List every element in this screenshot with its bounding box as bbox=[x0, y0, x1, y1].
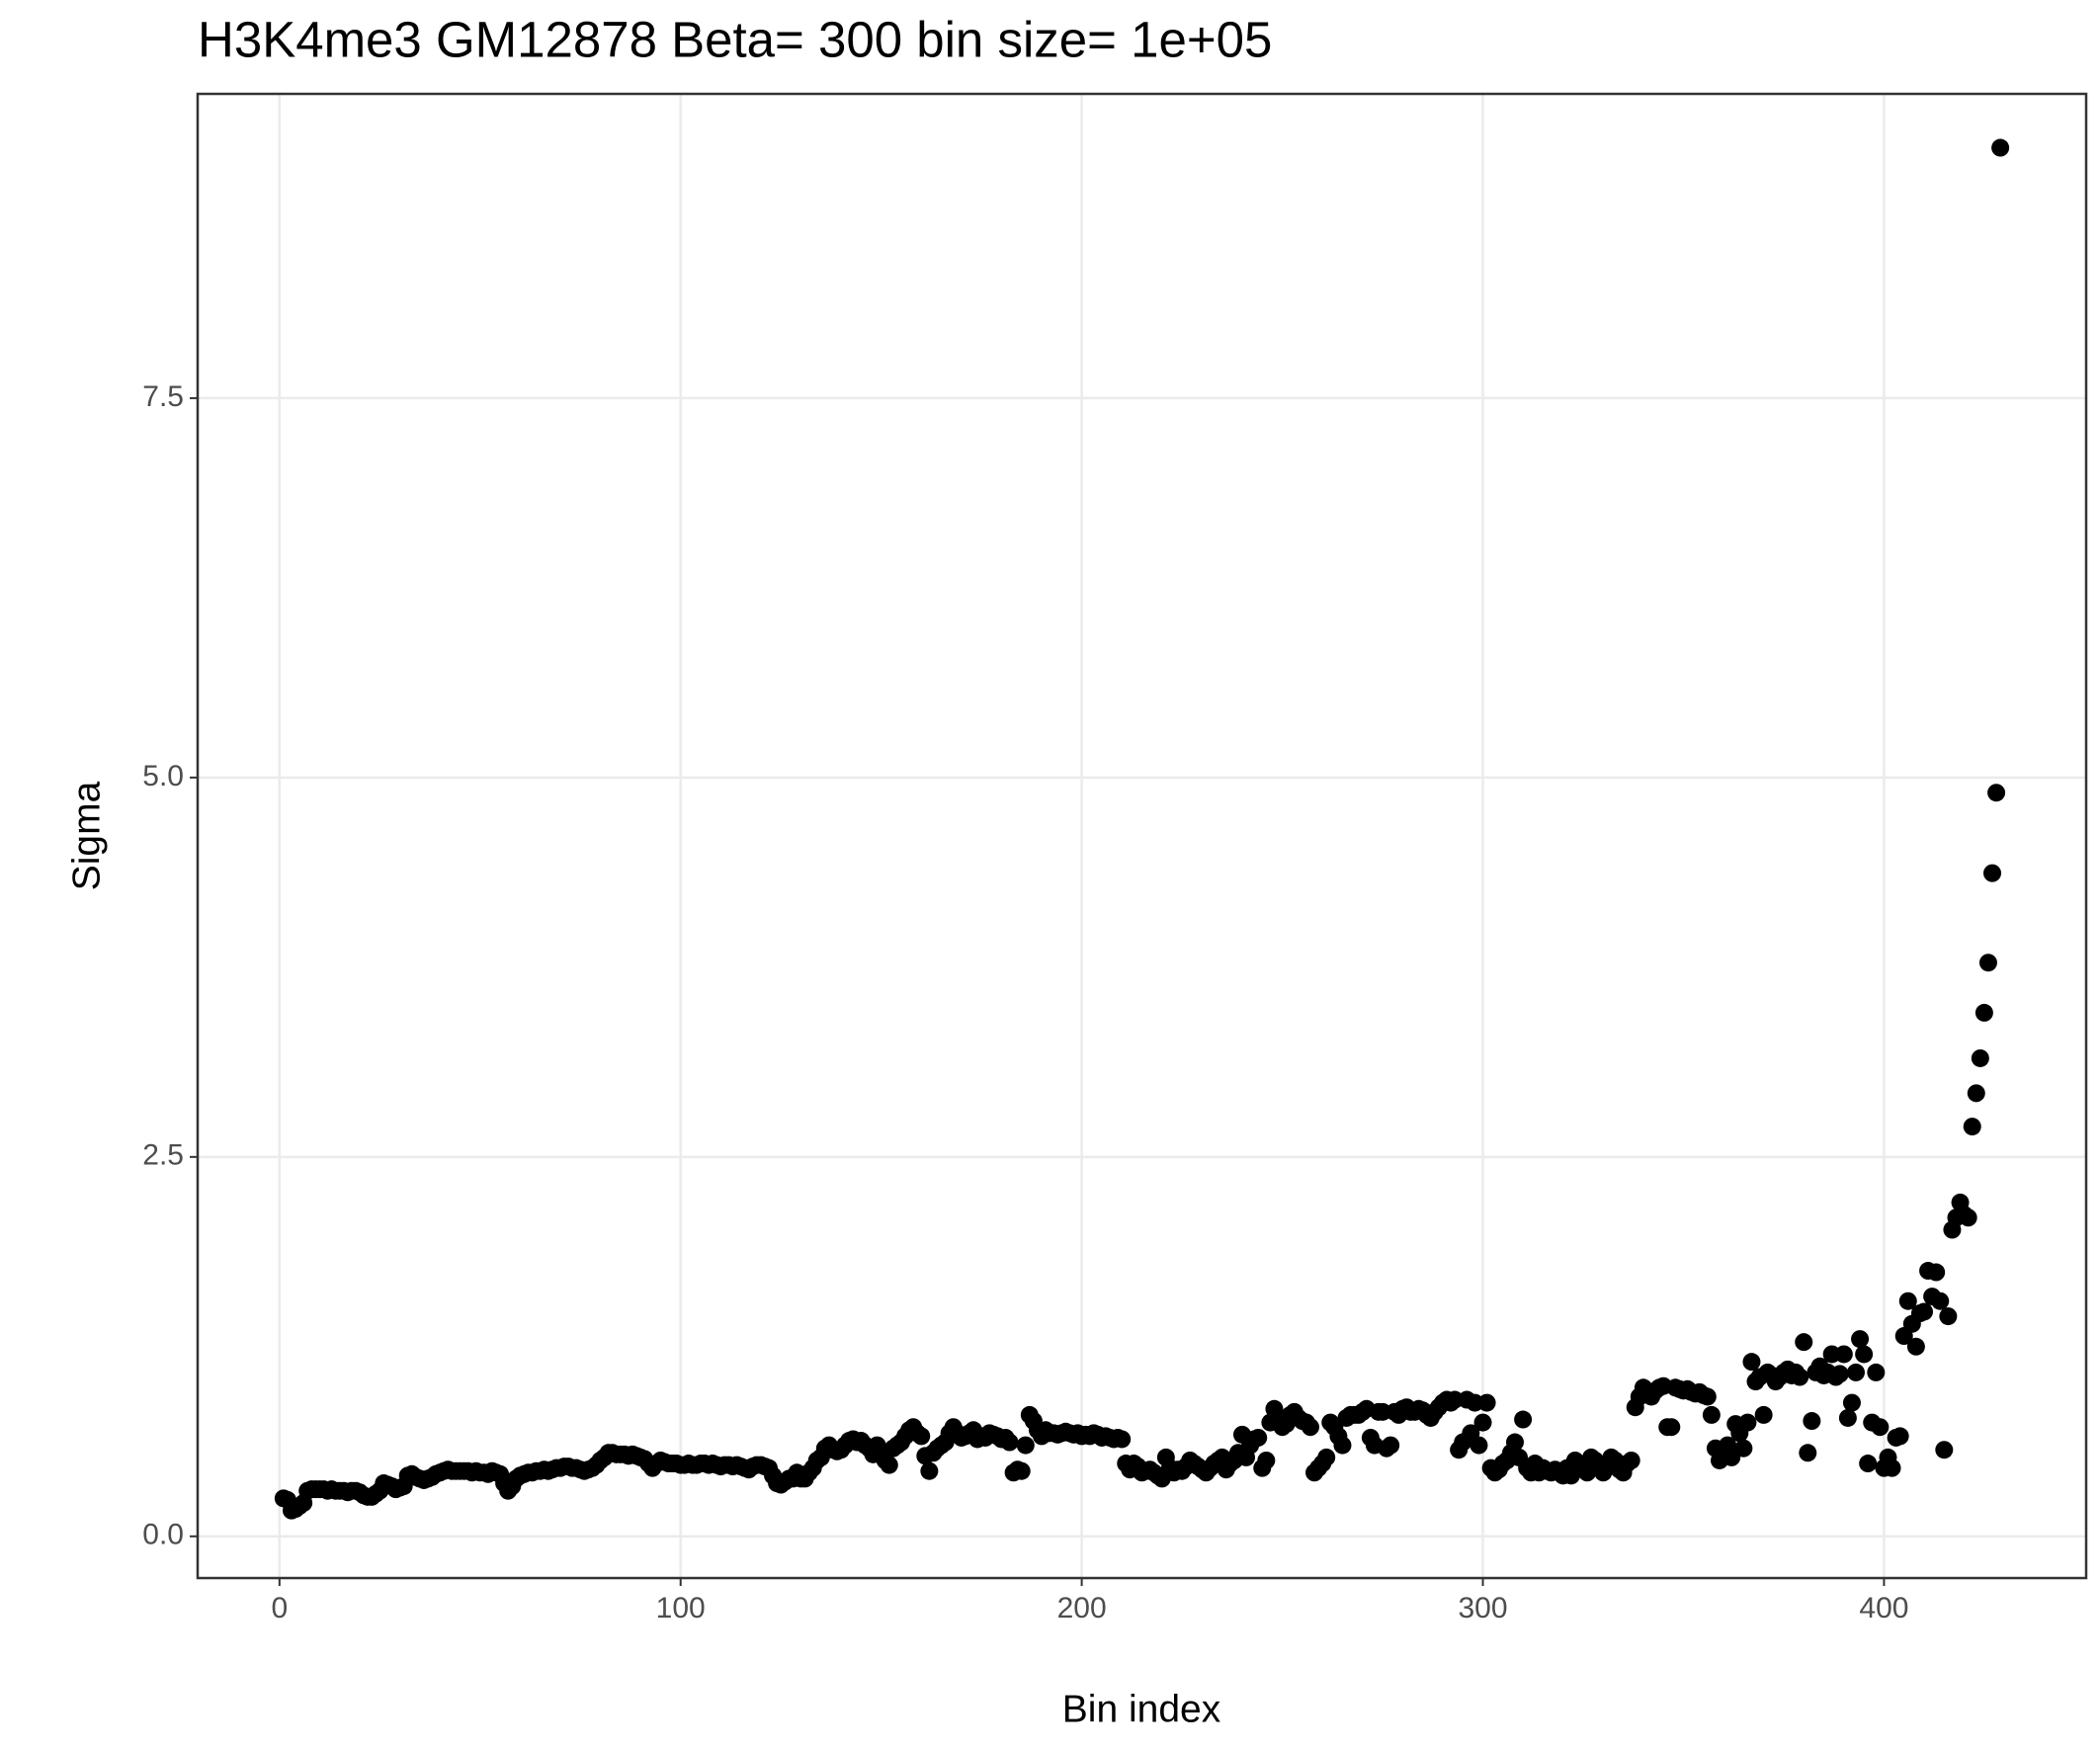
point bbox=[1473, 1413, 1492, 1432]
point bbox=[1927, 1263, 1946, 1282]
point bbox=[1803, 1412, 1821, 1431]
y-tick-label: 2.5 bbox=[142, 1139, 184, 1172]
point bbox=[1662, 1418, 1681, 1437]
point bbox=[1799, 1444, 1817, 1462]
point bbox=[1883, 1458, 1901, 1477]
point bbox=[1333, 1436, 1352, 1455]
point bbox=[1754, 1405, 1773, 1424]
point bbox=[1702, 1405, 1721, 1424]
point bbox=[1477, 1393, 1496, 1412]
point bbox=[1847, 1363, 1866, 1381]
point bbox=[1851, 1330, 1870, 1349]
point bbox=[1113, 1430, 1132, 1449]
point bbox=[1698, 1387, 1717, 1406]
point bbox=[1974, 1003, 1993, 1022]
point bbox=[1317, 1448, 1336, 1466]
point bbox=[1971, 1048, 1989, 1067]
x-tick-label: 0 bbox=[271, 1592, 288, 1625]
x-tick-label: 200 bbox=[1057, 1592, 1107, 1625]
point bbox=[1734, 1439, 1753, 1458]
x-tick-label: 100 bbox=[656, 1592, 706, 1625]
chart-title: H3K4me3 GM12878 Beta= 300 bin size= 1e+0… bbox=[198, 11, 1272, 67]
point bbox=[1742, 1353, 1761, 1372]
point bbox=[1855, 1345, 1874, 1364]
point bbox=[912, 1427, 931, 1446]
point bbox=[1301, 1418, 1319, 1437]
y-tick-label: 0.0 bbox=[142, 1519, 184, 1551]
point bbox=[1838, 1408, 1857, 1427]
point bbox=[1842, 1393, 1861, 1412]
point bbox=[1257, 1451, 1276, 1469]
point bbox=[1959, 1208, 1977, 1227]
point bbox=[1967, 1084, 1985, 1103]
point bbox=[1738, 1413, 1757, 1432]
point bbox=[1834, 1345, 1853, 1364]
point bbox=[1939, 1307, 1958, 1326]
point bbox=[1859, 1455, 1878, 1473]
point bbox=[1791, 1368, 1809, 1386]
point bbox=[1249, 1428, 1268, 1447]
point bbox=[1991, 138, 2010, 157]
point bbox=[1963, 1118, 1981, 1136]
point bbox=[1987, 784, 2006, 802]
plot-border bbox=[196, 92, 2088, 1580]
point bbox=[1978, 954, 1997, 972]
point bbox=[1935, 1441, 1954, 1459]
point bbox=[1871, 1418, 1890, 1437]
point bbox=[1000, 1433, 1019, 1452]
point bbox=[1012, 1461, 1031, 1480]
y-tick-label: 5.0 bbox=[142, 760, 184, 792]
point bbox=[1016, 1436, 1035, 1455]
point bbox=[880, 1456, 898, 1474]
point bbox=[1867, 1363, 1886, 1381]
x-tick-label: 400 bbox=[1859, 1592, 1908, 1625]
x-tick-label: 300 bbox=[1458, 1592, 1507, 1625]
point bbox=[1931, 1292, 1950, 1310]
point bbox=[1898, 1292, 1917, 1310]
point bbox=[1514, 1410, 1533, 1429]
point bbox=[1382, 1436, 1400, 1455]
point bbox=[1722, 1448, 1741, 1466]
y-axis-title: Sigma bbox=[65, 781, 108, 890]
point bbox=[1795, 1333, 1813, 1352]
point bbox=[1915, 1302, 1934, 1321]
point bbox=[1505, 1433, 1524, 1452]
x-axis-title: Bin index bbox=[1062, 1688, 1221, 1730]
point bbox=[1830, 1365, 1849, 1383]
point bbox=[1622, 1451, 1640, 1469]
y-tick-label: 7.5 bbox=[142, 380, 184, 413]
point bbox=[1906, 1337, 1925, 1356]
point bbox=[920, 1461, 939, 1480]
point bbox=[1470, 1436, 1488, 1455]
point bbox=[1983, 864, 2002, 882]
point bbox=[1890, 1427, 1909, 1446]
